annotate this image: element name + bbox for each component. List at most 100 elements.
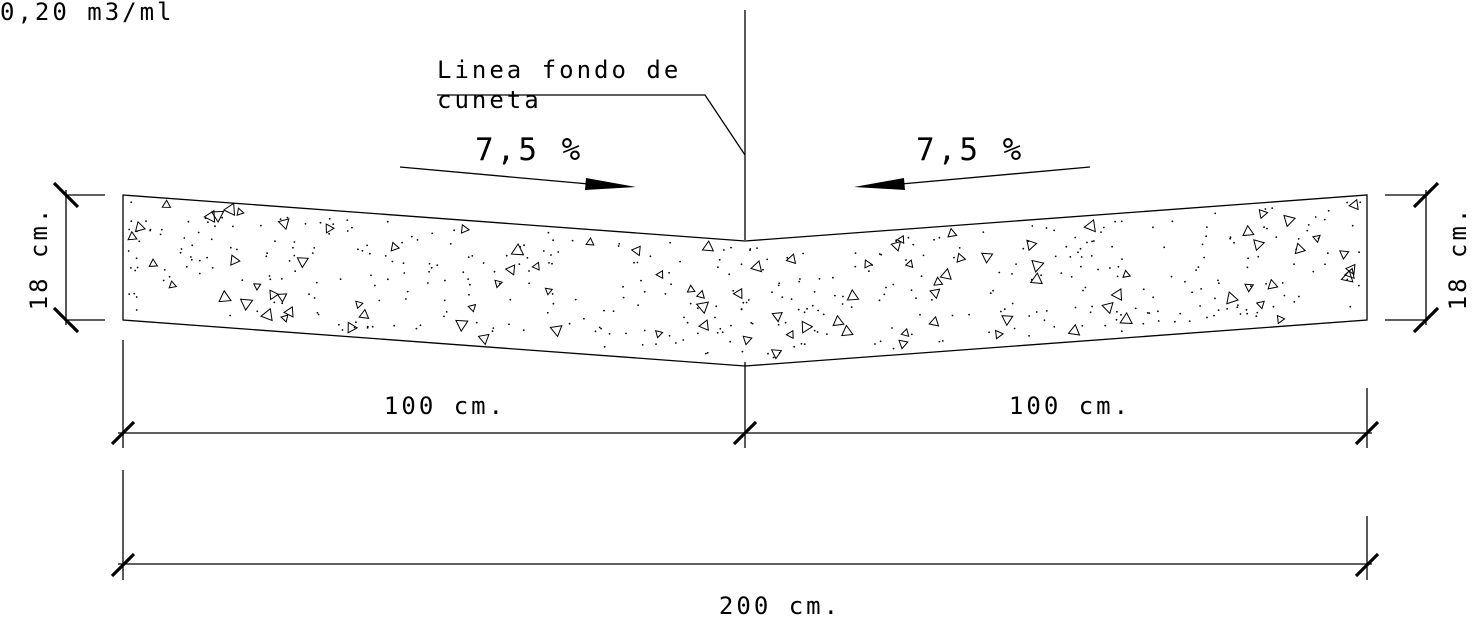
aggregate-dot [941,340,944,342]
aggregate-dot [313,297,316,299]
aggregate-triangle [296,257,310,269]
aggregate-dot [679,260,681,263]
aggregate-dot [1281,282,1284,284]
aggregate-dot [729,340,732,343]
aggregate-dot [641,344,644,346]
aggregate-dot [1271,207,1274,210]
aggregate-dot [1359,201,1362,204]
aggregate-triangle [900,327,910,338]
aggregate-dot [288,260,291,262]
aggregate-dot [1358,251,1360,254]
aggregate-dot [878,299,881,302]
aggregate-triangle [134,220,147,233]
aggregate-dot [341,329,344,331]
aggregate-dot [742,301,745,304]
aggregate-dot [229,314,232,317]
aggregate-dot [128,293,131,295]
aggregate-dot [732,289,735,292]
aggregate-triangle [1338,250,1350,260]
aggregate-dot [1307,224,1310,226]
aggregate-dot [1120,220,1123,223]
aggregate-dot [1031,225,1034,227]
aggregate-dot [600,327,602,330]
aggregate-dot [854,265,857,268]
aggregate-dot [1250,285,1252,287]
aggregate-dot [1070,276,1073,278]
aggregate-dot [1266,227,1268,230]
aggregate-dot [552,239,554,242]
aggregate-dot [135,296,138,298]
aggregate-dot [826,333,828,335]
aggregate-dot [168,275,171,278]
aggregate-dot [992,289,994,292]
aggregate-dot [268,275,271,277]
width-label-right: 100 cm. [1009,392,1131,420]
aggregate-dot [1003,308,1006,311]
aggregate-triangle [929,288,941,300]
aggregate-dot [1065,245,1068,248]
aggregate-triangle [283,306,294,318]
aggregate-dot [668,334,671,337]
aggregate-dot [953,256,955,259]
aggregate-dot [1314,216,1317,218]
aggregate-dot [874,343,876,345]
aggregate-dot [508,323,510,326]
aggregate-dot [637,304,639,306]
thickness-dimension-right [1385,181,1440,334]
aggregate-dot [386,220,389,223]
aggregate-dot [1174,320,1176,323]
aggregate-dot [1060,272,1063,274]
aggregate-dot [427,282,429,284]
aggregate-dot [1293,301,1296,303]
aggregate-dot [781,296,784,298]
aggregate-dot [1082,289,1084,292]
aggregate-triangle [358,308,370,320]
aggregate-dot [361,249,364,252]
aggregate-triangle [732,287,743,300]
aggregate-triangle [785,253,797,265]
aggregate-triangle [252,283,262,292]
aggregate-dot [798,280,801,283]
aggregate-dot [813,291,816,293]
aggregate-dot [1246,312,1249,315]
aggregate-dot [777,284,780,287]
aggregate-dot [803,311,806,314]
aggregate-dot [982,231,985,234]
aggregate-triangle [750,260,763,273]
slope-label-left: 7,5 % [475,132,583,168]
width-label-total: 200 cm. [719,592,841,620]
aggregate-triangle [1110,288,1123,302]
aggregate-dot [1191,291,1193,294]
aggregate-triangle [701,240,715,252]
aggregate-dot [1116,310,1118,313]
aggregate-dot [405,298,407,300]
aggregate-triangle [544,287,554,296]
aggregate-triangle [947,227,958,238]
aggregate-dot [988,331,990,334]
aggregate-dot [603,309,605,312]
aggregate-triangle [771,312,783,323]
aggregate-dot [675,342,677,344]
aggregate-triangle [148,258,159,267]
aggregate-dot [1080,265,1082,268]
aggregate-dot [1203,256,1205,259]
aggregate-dot [643,290,646,293]
aggregate-dot [1184,280,1186,283]
aggregate-dot [557,251,560,253]
aggregate-dot [221,216,224,219]
aggregate-dot [522,329,525,332]
aggregate-dot [133,292,136,295]
aggregate-dot [938,340,941,343]
aggregate-triangle [1283,214,1297,228]
volume-label: 0,20 m3/ml [0,0,175,26]
aggregate-dot [1120,314,1122,316]
aggregate-triangle [939,267,952,280]
aggregate-dot [813,329,816,332]
aggregate-dot [273,301,276,304]
slope-arrow-right [854,166,1091,190]
aggregate-dot [1326,252,1329,255]
aggregate-dot [834,294,836,297]
aggregate-dot [640,279,642,282]
axis-label-leader [437,94,746,156]
aggregate-triangle [269,289,280,301]
